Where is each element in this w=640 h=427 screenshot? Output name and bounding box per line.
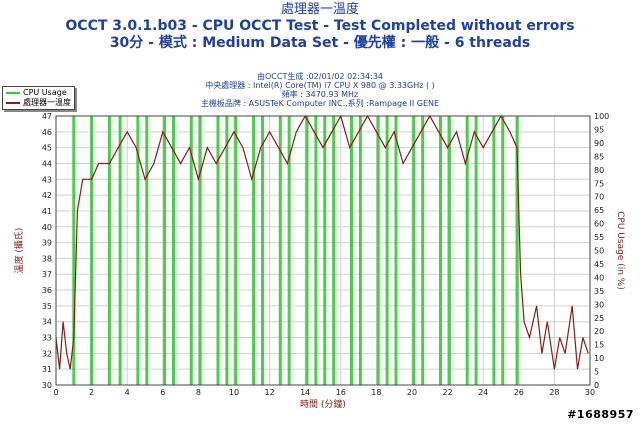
x-axis-label: 時間 (分鐘) bbox=[300, 398, 346, 410]
y-left-tick-label: 31 bbox=[42, 365, 52, 374]
y-right-tick-label: 0 bbox=[594, 381, 599, 390]
x-tick-label: 12 bbox=[265, 388, 275, 397]
chart-title-block: 處理器一溫度 OCCT 3.0.1.b03 - CPU OCCT Test - … bbox=[0, 2, 640, 52]
y-right-tick-label: 30 bbox=[594, 300, 604, 309]
y-right-tick-label: 85 bbox=[594, 152, 604, 161]
y-right-axis-label: CPU Usage (in %) bbox=[615, 211, 625, 290]
y-right-tick-label: 35 bbox=[594, 287, 604, 296]
y-left-tick-label: 47 bbox=[42, 112, 52, 121]
info-clock: 頻率 : 3470.93 MHz bbox=[281, 90, 359, 99]
x-tick-label: 0 bbox=[53, 388, 58, 397]
y-left-tick-label: 32 bbox=[42, 349, 52, 358]
y-left-tick-label: 38 bbox=[42, 254, 52, 263]
y-right-tick-label: 25 bbox=[594, 314, 604, 323]
x-tick-label: 14 bbox=[300, 388, 310, 397]
y-left-tick-label: 41 bbox=[42, 207, 52, 216]
legend-item-cpu-usage: CPU Usage bbox=[6, 88, 71, 98]
y-right-tick-label: 10 bbox=[594, 354, 604, 363]
info-generated: 由OCCT生成 :02/01/02 02:34:34 bbox=[257, 72, 383, 81]
y-left-tick-label: 35 bbox=[42, 302, 52, 311]
x-tick-label: 30 bbox=[585, 388, 595, 397]
y-right-tick-label: 55 bbox=[594, 233, 604, 242]
y-left-tick-label: 30 bbox=[42, 381, 52, 390]
y-right-tick-label: 50 bbox=[594, 247, 604, 256]
chart-legend: CPU Usage 處理器一溫度 bbox=[2, 86, 75, 110]
legend-swatch-temperature bbox=[6, 102, 20, 104]
y-right-tick-label: 75 bbox=[594, 179, 604, 188]
chart-title: 處理器一溫度 bbox=[280, 2, 359, 17]
info-cpu: 中央處理器 : Intel(R) Core(TM) i7 CPU X 980 @… bbox=[205, 81, 435, 90]
y-left-tick-label: 36 bbox=[42, 286, 52, 295]
chart-subtitle-mode: 30分 - 模式 : Medium Data Set - 優先權 : 一般 - … bbox=[109, 35, 531, 51]
x-tick-label: 10 bbox=[229, 388, 239, 397]
legend-label-temperature: 處理器一溫度 bbox=[23, 98, 71, 107]
x-tick-label: 20 bbox=[407, 388, 417, 397]
x-tick-label: 6 bbox=[160, 388, 165, 397]
y-left-tick-label: 39 bbox=[42, 239, 52, 248]
y-left-tick-label: 42 bbox=[42, 191, 52, 200]
x-tick-label: 4 bbox=[125, 388, 130, 397]
y-right-tick-label: 60 bbox=[594, 220, 604, 229]
y-right-tick-label: 80 bbox=[594, 166, 604, 175]
legend-item-temperature: 處理器一溫度 bbox=[6, 98, 71, 108]
x-tick-label: 22 bbox=[443, 388, 453, 397]
x-tick-label: 8 bbox=[196, 388, 201, 397]
y-left-tick-label: 33 bbox=[42, 334, 52, 343]
y-right-tick-label: 45 bbox=[594, 260, 604, 269]
temperature-series-line bbox=[55, 114, 589, 370]
x-tick-label: 16 bbox=[336, 388, 346, 397]
x-tick-label: 18 bbox=[371, 388, 381, 397]
y-right-tick-label: 70 bbox=[594, 193, 604, 202]
y-left-tick-label: 45 bbox=[42, 144, 52, 153]
legend-label-cpu-usage: CPU Usage bbox=[23, 88, 67, 97]
x-tick-label: 24 bbox=[478, 388, 488, 397]
y-right-tick-label: 40 bbox=[594, 273, 604, 282]
y-right-tick-label: 15 bbox=[594, 341, 604, 350]
y-right-tick-label: 90 bbox=[594, 139, 604, 148]
x-tick-label: 26 bbox=[514, 388, 524, 397]
x-tick-label: 2 bbox=[89, 388, 94, 397]
y-right-tick-label: 20 bbox=[594, 327, 604, 336]
plot-border bbox=[55, 115, 591, 386]
y-right-tick-label: 65 bbox=[594, 206, 604, 215]
plot-area bbox=[56, 116, 590, 385]
y-right-tick-label: 100 bbox=[594, 112, 609, 121]
legend-swatch-cpu-usage bbox=[6, 92, 20, 94]
y-left-tick-label: 44 bbox=[42, 159, 52, 168]
watermark: #1688957 bbox=[567, 408, 634, 421]
y-left-tick-label: 46 bbox=[42, 128, 52, 137]
chart-subtitle-test: OCCT 3.0.1.b03 - CPU OCCT Test - Test Co… bbox=[65, 18, 575, 34]
y-left-tick-label: 34 bbox=[42, 318, 52, 327]
y-left-tick-label: 37 bbox=[42, 270, 52, 279]
y-right-tick-label: 95 bbox=[594, 125, 604, 134]
y-left-axis-label: 溫度 (攝氏) bbox=[13, 228, 25, 274]
info-board: 主機板品牌 : ASUSTeK Computer INC.,系列 :Rampag… bbox=[200, 99, 440, 108]
y-right-tick-label: 5 bbox=[594, 368, 599, 377]
y-left-tick-label: 43 bbox=[42, 175, 52, 184]
x-tick-label: 28 bbox=[549, 388, 559, 397]
y-left-tick-label: 40 bbox=[42, 223, 52, 232]
